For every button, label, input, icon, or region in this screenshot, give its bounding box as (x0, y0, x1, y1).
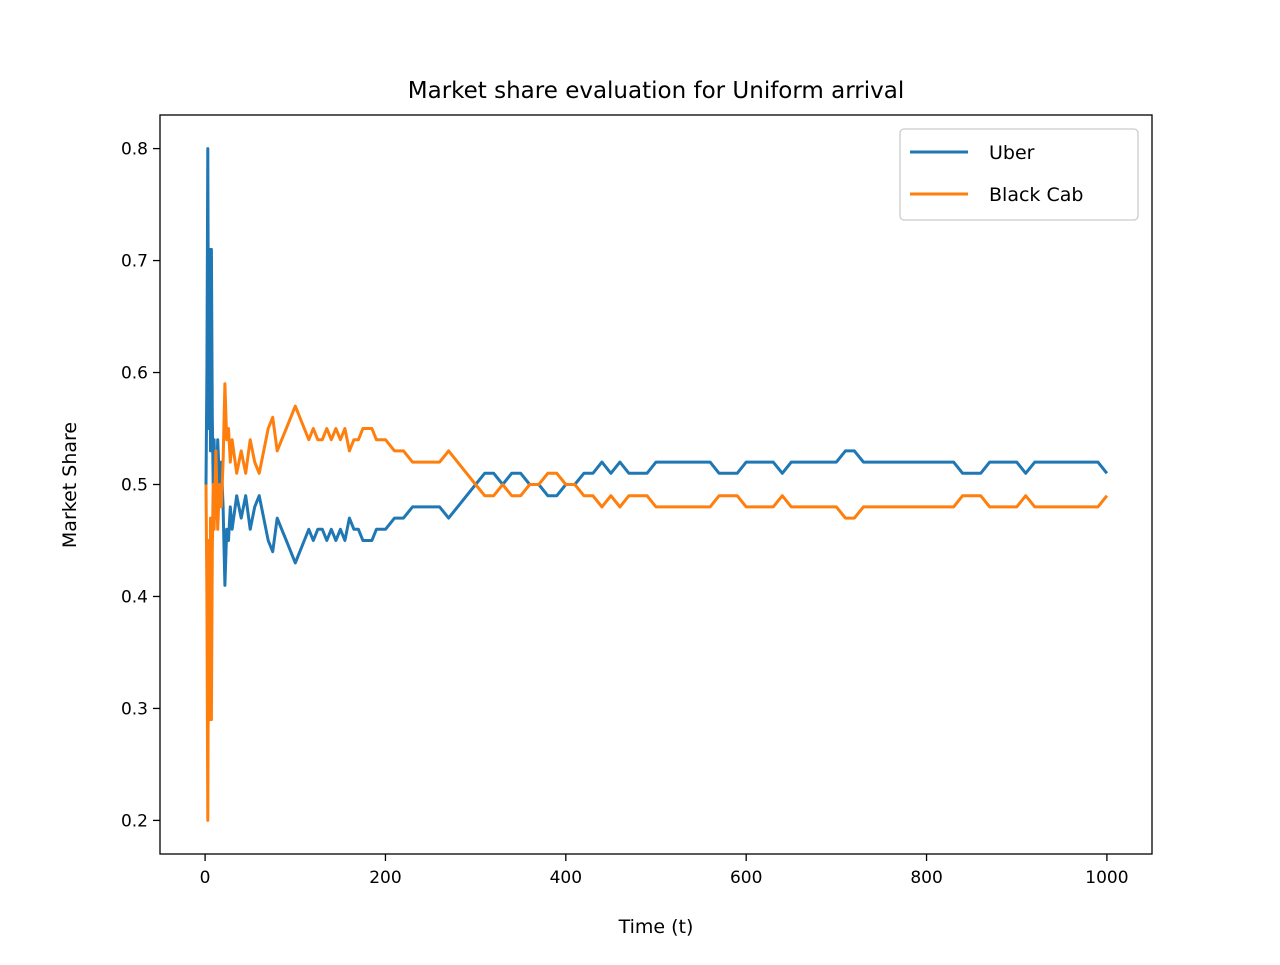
y-tick-label: 0.7 (121, 252, 148, 272)
x-tick-label: 1000 (1085, 868, 1128, 888)
legend-label-uber: Uber (989, 142, 1035, 164)
x-tick-label: 200 (369, 868, 401, 888)
x-axis-label: Time (t) (618, 916, 694, 938)
y-tick-label: 0.6 (121, 364, 148, 384)
y-tick-label: 0.3 (121, 699, 148, 719)
series-group (204, 147, 1109, 822)
x-axis-ticks: 0 200 400 600 800 1000 (200, 854, 1129, 888)
legend: Uber Black Cab (899, 128, 1139, 221)
x-tick-label: 800 (910, 868, 942, 888)
y-tick-label: 0.8 (121, 140, 148, 160)
y-tick-label: 0.4 (121, 587, 148, 607)
series-line-uber (204, 147, 1109, 587)
x-tick-label: 400 (550, 868, 582, 888)
y-axis-label: Market Share (59, 422, 81, 548)
x-tick-label: 0 (200, 868, 211, 888)
plot-background (160, 115, 1152, 854)
x-tick-label: 600 (730, 868, 762, 888)
legend-label-black-cab: Black Cab (989, 184, 1083, 206)
y-axis-ticks: 0.2 0.3 0.4 0.5 0.6 0.7 0.8 (121, 140, 160, 831)
y-tick-label: 0.5 (121, 476, 148, 496)
y-tick-label: 0.2 (121, 811, 148, 831)
plot-area (159, 114, 1153, 855)
chart-title: Market share evaluation for Uniform arri… (408, 78, 905, 104)
series-line-black-cab (204, 382, 1109, 822)
